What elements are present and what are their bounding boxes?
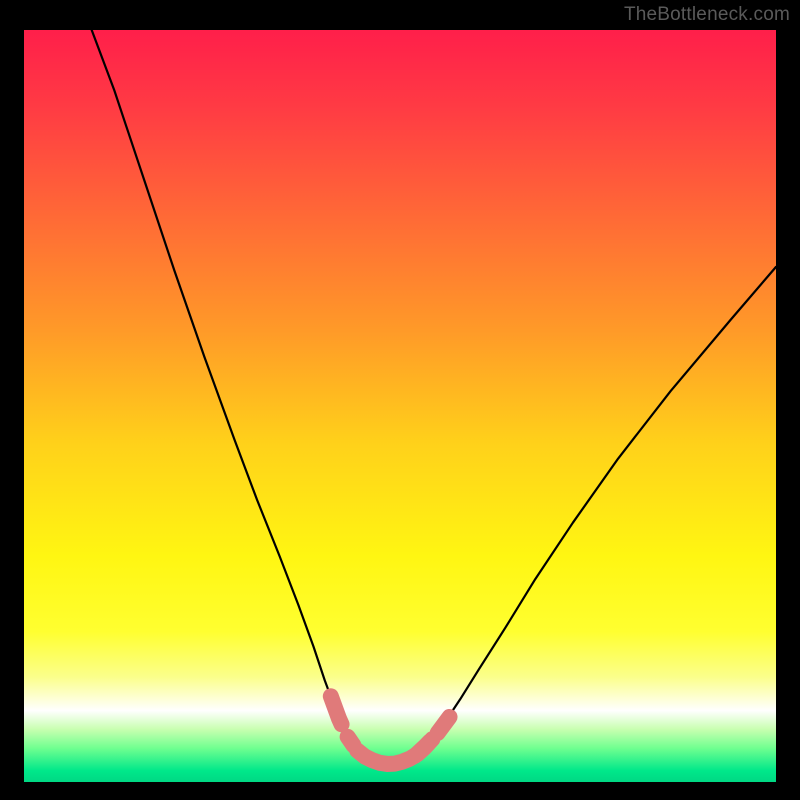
plot-svg [24,30,776,782]
plot-area [24,30,776,782]
gradient-background [24,30,776,782]
watermark-text: TheBottleneck.com [624,4,790,26]
figure-root: TheBottleneck.com [0,0,800,800]
